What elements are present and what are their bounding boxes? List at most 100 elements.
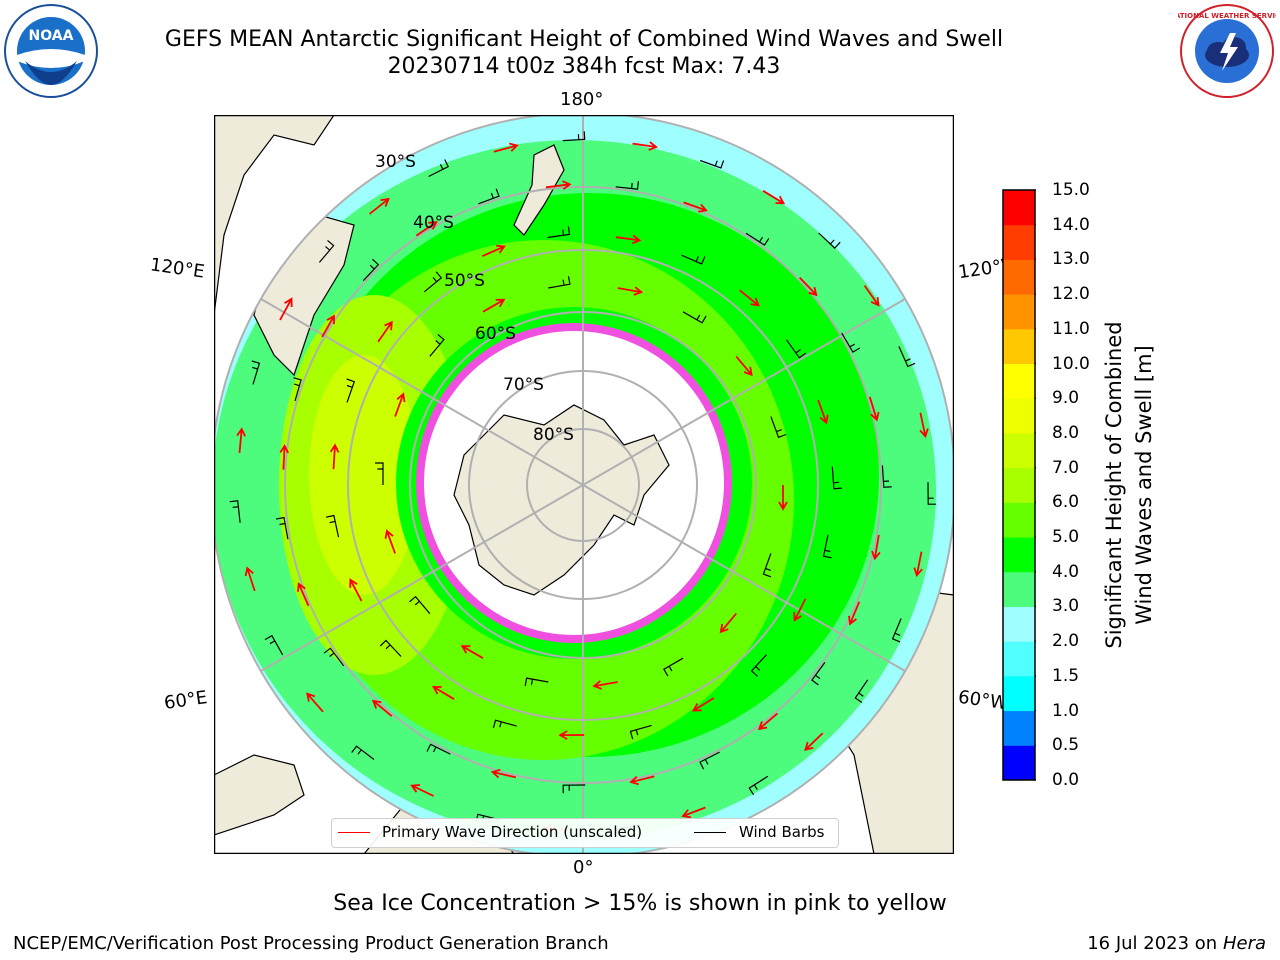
- wind-barb: [891, 618, 902, 643]
- wind-barb: [229, 500, 241, 523]
- colorbar-segment: [1003, 398, 1035, 434]
- wave-direction-arrow: [799, 276, 818, 297]
- wind-barb: [663, 657, 684, 677]
- wave-direction-arrow: [481, 244, 506, 258]
- lon-label-lower-left: 60°E: [162, 687, 209, 714]
- wave-direction-arrow: [683, 201, 708, 213]
- colorbar-tick-label: 6.0: [1052, 492, 1080, 513]
- colorbar-tick-label: 13.0: [1052, 249, 1090, 270]
- colorbar-tick-label: 0.0: [1052, 770, 1080, 790]
- wave-direction-arrow: [793, 598, 807, 622]
- wave-direction-arrow: [244, 566, 256, 592]
- wave-direction-arrow: [415, 221, 438, 237]
- colorbar-tick-label: 11.0: [1052, 318, 1090, 339]
- wave-direction-arrow: [329, 443, 340, 470]
- wave-direction-arrow: [592, 680, 618, 690]
- wind-barb: [786, 339, 807, 359]
- map-legend: Primary Wave Direction (unscaled) Wind B…: [331, 818, 839, 848]
- lat-label-70s: 70°S: [503, 375, 544, 395]
- wind-barb: [841, 332, 861, 353]
- wind-barb: [547, 226, 571, 239]
- wave-direction-arrow: [817, 399, 829, 425]
- colorbar-label: Significant Height of Combined Wind Wave…: [1099, 275, 1159, 695]
- wind-barb: [429, 333, 445, 357]
- wind-barb: [323, 647, 345, 667]
- wind-barb: [293, 377, 302, 402]
- wind-barb: [854, 679, 869, 703]
- wind-barb: [682, 311, 707, 324]
- wind-barb: [699, 751, 720, 770]
- lat-label-80s: 80°S: [533, 425, 574, 445]
- footer-producer: NCEP/EMC/Verification Post Processing Pr…: [13, 933, 609, 954]
- wind-barb: [770, 416, 787, 439]
- lon-label-upper-left: 120°E: [148, 254, 206, 283]
- wave-direction-arrow: [371, 699, 393, 717]
- colorbar-tick-label: 4.0: [1052, 561, 1080, 582]
- wave-direction-arrow: [804, 732, 824, 752]
- wave-direction-arrow: [306, 692, 324, 713]
- wind-barb: [898, 346, 916, 368]
- footer-machine: Hera: [1222, 933, 1266, 954]
- wind-barb: [318, 239, 335, 263]
- wind-barbs: [229, 131, 937, 838]
- wind-barb: [351, 745, 375, 760]
- colorbar-segment: [1003, 328, 1035, 365]
- legend-wave-label: Primary Wave Direction (unscaled): [382, 823, 643, 841]
- wave-direction-arrow: [394, 392, 406, 417]
- colorbar-segment: [1003, 641, 1035, 677]
- wave-direction-arrow: [377, 320, 393, 343]
- colorbar-tick-label: 0.5: [1052, 735, 1080, 756]
- wave-direction-arrow: [349, 578, 363, 602]
- wind-barb: [750, 654, 767, 677]
- wind-barb: [811, 662, 826, 686]
- wind-barb: [275, 516, 289, 540]
- wind-barb: [562, 784, 586, 794]
- polar-map: [214, 115, 954, 854]
- wind-barb: [524, 677, 549, 687]
- colorbar-tick-label: 15.0: [1052, 180, 1090, 200]
- lat-label-30s: 30°S: [375, 152, 416, 172]
- map-frame: [214, 115, 954, 854]
- colorbar-tick-label: 14.0: [1052, 214, 1090, 235]
- wave-direction-arrow: [919, 412, 929, 439]
- wind-barb: [881, 465, 892, 488]
- wind-barb: [264, 634, 284, 656]
- sea-ice-note: Sea Ice Concentration > 15% is shown in …: [333, 891, 947, 916]
- wave-direction-arrow: [236, 427, 246, 453]
- wave-direction-arrow: [863, 285, 880, 307]
- colorbar-tick-label: 9.0: [1052, 388, 1080, 409]
- colorbar-tick-label: 8.0: [1052, 422, 1080, 443]
- wind-barb: [375, 462, 384, 485]
- wave-direction-arrow: [384, 529, 396, 554]
- wind-barb: [379, 639, 402, 657]
- wave-direction-arrow: [629, 775, 655, 786]
- lat-label-50s: 50°S: [444, 271, 485, 291]
- wind-barb: [362, 258, 380, 282]
- graticule-meridians: [260, 115, 906, 854]
- colorbar-segment: [1003, 537, 1035, 573]
- footer-date-text: 16 Jul 2023 on: [1087, 933, 1223, 954]
- chart-subtitle-forecast: 20230714 t00z 384h fcst Max: 7.43: [387, 54, 781, 79]
- wave-direction-arrow: [719, 613, 737, 634]
- wave-direction-arrow: [871, 534, 881, 561]
- colorbar-segment: [1003, 502, 1035, 538]
- colorbar-segment: [1003, 745, 1035, 781]
- land-australia-corner: [214, 115, 335, 316]
- legend-wave-swatch: [338, 832, 370, 833]
- noaa-logo: NOAA: [4, 4, 98, 98]
- wind-barb: [423, 271, 443, 293]
- colorbar-segment: [1003, 259, 1035, 295]
- wave-direction-arrow: [493, 142, 519, 153]
- colorbar-segment: [1003, 432, 1035, 469]
- colorbar-label-line1: Significant Height of Combined: [1102, 321, 1126, 649]
- wind-barb: [478, 188, 500, 205]
- colorbar-segment: [1003, 606, 1035, 642]
- land-antarctica: [453, 404, 670, 596]
- colorbar-tick-label: 7.0: [1052, 457, 1080, 478]
- wind-barb: [629, 724, 652, 740]
- wave-direction-arrow: [617, 286, 644, 296]
- wind-barb: [818, 232, 841, 249]
- colorbar-label-line2: Wind Waves and Swell [m]: [1132, 345, 1156, 625]
- footer-date: 16 Jul 2023 on Hera: [1087, 933, 1266, 954]
- colorbar-segment: [1003, 467, 1035, 503]
